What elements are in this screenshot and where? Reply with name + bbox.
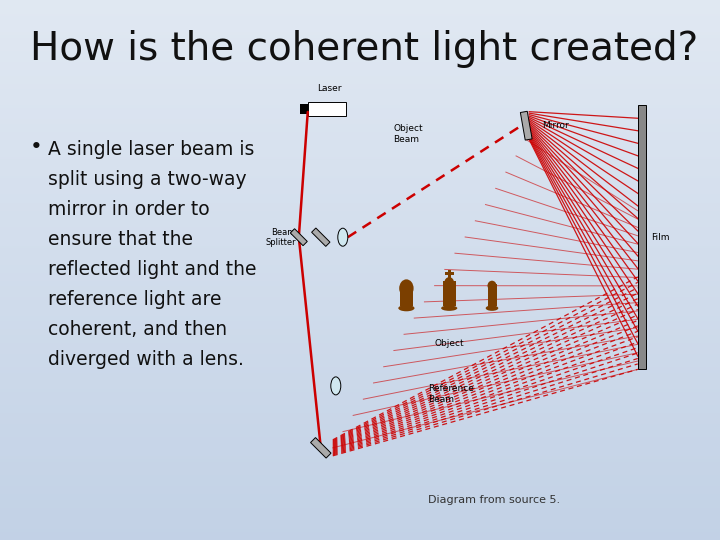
Text: •: • [30, 137, 42, 157]
Text: mirror in order to: mirror in order to [48, 200, 210, 219]
Ellipse shape [330, 377, 341, 395]
FancyBboxPatch shape [308, 102, 346, 116]
Ellipse shape [338, 228, 348, 246]
Bar [448, 271, 451, 279]
Polygon shape [290, 229, 307, 246]
Ellipse shape [441, 306, 457, 311]
Text: reflected light and the: reflected light and the [48, 260, 256, 279]
Ellipse shape [486, 306, 498, 311]
Ellipse shape [399, 279, 413, 298]
Bar [445, 272, 454, 275]
Text: A single laser beam is: A single laser beam is [48, 140, 254, 159]
Text: split using a two-way: split using a two-way [48, 170, 247, 189]
Ellipse shape [487, 281, 497, 291]
Text: How is the coherent light created?: How is the coherent light created? [30, 30, 698, 68]
Polygon shape [521, 111, 532, 140]
Bar [638, 105, 646, 369]
Polygon shape [312, 228, 330, 246]
Text: Laser: Laser [317, 84, 341, 93]
Text: Object: Object [434, 339, 464, 348]
Text: Reference
Beam: Reference Beam [428, 384, 474, 404]
Bar [300, 104, 308, 114]
Bar [487, 284, 497, 306]
Text: diverged with a lens.: diverged with a lens. [48, 350, 244, 369]
Text: coherent, and then: coherent, and then [48, 320, 227, 339]
Text: Mirror: Mirror [542, 121, 569, 130]
Text: ensure that the: ensure that the [48, 230, 193, 249]
Text: Film: Film [651, 233, 670, 242]
Ellipse shape [444, 277, 454, 289]
Text: Beam
Splitter: Beam Splitter [265, 227, 296, 247]
Text: Diagram from source 5.: Diagram from source 5. [428, 495, 560, 505]
Text: Object
Beam: Object Beam [394, 124, 423, 144]
Bar [443, 281, 456, 306]
Polygon shape [310, 437, 331, 458]
Text: reference light are: reference light are [48, 290, 222, 309]
Ellipse shape [398, 305, 415, 311]
Bar [400, 287, 413, 306]
